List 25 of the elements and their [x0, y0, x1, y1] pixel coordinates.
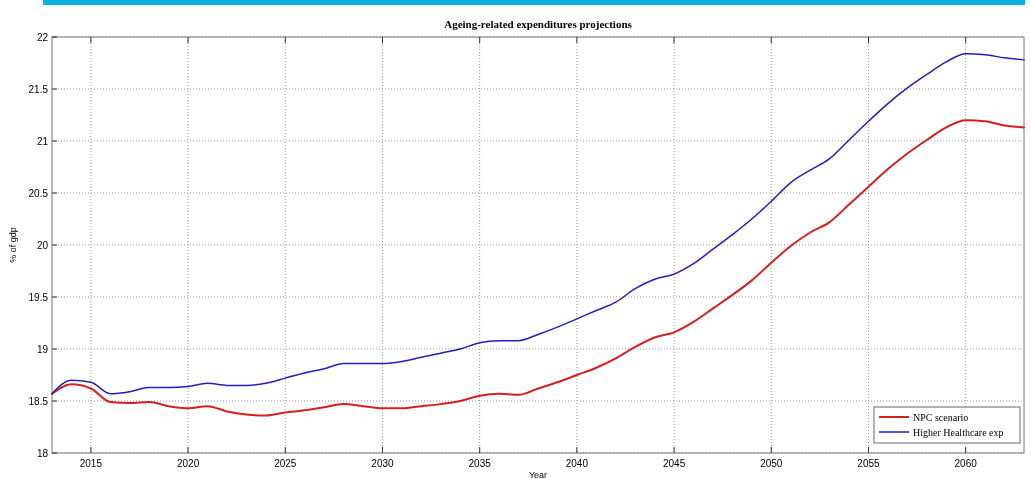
x-tick-label: 2045	[662, 458, 686, 469]
y-tick-label: 21	[36, 135, 49, 147]
y-tick-label: 21.5	[28, 83, 49, 95]
y-tick-label: 19.5	[28, 291, 49, 303]
x-axis-title: Year	[528, 470, 548, 479]
line-series	[51, 52, 1025, 395]
x-tick-label: 2015	[79, 458, 103, 469]
y-tick-label: 19	[36, 343, 49, 355]
x-tick-label: 2060	[954, 458, 978, 469]
x-tick-label: 2025	[274, 458, 297, 469]
x-tick-label: 2030	[371, 458, 395, 469]
y-axis-title: % of gdp	[8, 227, 18, 263]
x-tick-label: 2035	[468, 458, 492, 469]
legend-label: NPC scenario	[913, 411, 969, 423]
legend-label: Higher Healthcare exp	[913, 426, 1004, 438]
x-tick-label: 2055	[857, 458, 881, 469]
y-tick-label: 20	[36, 239, 49, 251]
x-tick-label: 2020	[176, 458, 200, 469]
x-tick-label: 2040	[565, 458, 589, 469]
chart-title: Ageing-related expenditures projections	[444, 18, 633, 30]
y-tick-label: 20.5	[28, 187, 49, 199]
y-tick-label: 22	[36, 31, 49, 43]
y-tick-label: 18.5	[28, 395, 49, 407]
x-tick-label: 2050	[760, 458, 783, 469]
y-tick-label: 18	[36, 447, 49, 459]
